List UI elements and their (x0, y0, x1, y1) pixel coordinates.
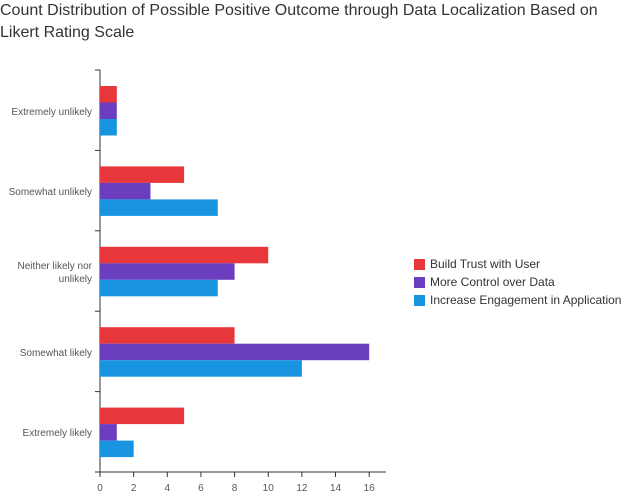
bar (100, 246, 269, 264)
bar (100, 199, 218, 216)
y-category-label: Somewhat likely (19, 347, 92, 359)
legend-label: More Control over Data (430, 275, 555, 289)
bar (100, 86, 117, 103)
bar (100, 440, 134, 458)
x-axis-ticks: 0 2 4 6 8 10 12 14 16 (97, 472, 375, 494)
bar (100, 407, 185, 425)
x-tick-label: 2 (131, 483, 137, 494)
bar (100, 360, 302, 377)
bar (100, 182, 151, 200)
x-tick-label: 14 (330, 483, 342, 494)
y-category-label: Neither likely nor unlikely (17, 261, 92, 285)
y-category-label: Somewhat unlikely (8, 187, 92, 199)
x-tick-label: 0 (97, 483, 103, 494)
legend-label: Build Trust with User (430, 257, 541, 271)
x-tick-label: 6 (198, 483, 204, 494)
bar (100, 279, 218, 297)
legend-swatch (414, 258, 425, 270)
legend-label: Increase Engagement in Application (430, 293, 622, 307)
x-tick-label: 10 (263, 483, 275, 494)
bar (100, 343, 370, 361)
bar (100, 102, 117, 119)
chart-legend: Build Trust with User More Control over D… (414, 255, 621, 309)
x-tick-label: 8 (232, 483, 238, 494)
y-category-label: Extremely likely (22, 428, 92, 440)
y-category-label: Extremely unlikely (11, 106, 92, 118)
legend-item: Increase Engagement in Application (414, 291, 621, 309)
x-tick-label: 12 (296, 483, 308, 494)
chart-title: Count Distribution of Possible Positive … (0, 2, 598, 41)
x-tick-label: 4 (165, 483, 171, 494)
legend-swatch (414, 276, 425, 288)
legend-item: Build Trust with User (414, 255, 621, 273)
bar (100, 263, 235, 280)
legend-swatch (414, 294, 425, 306)
bar (100, 119, 117, 136)
x-tick-label: 16 (364, 483, 376, 494)
bar (100, 327, 235, 344)
bar (100, 166, 185, 183)
bar (100, 424, 117, 441)
legend-item: More Control over Data (414, 273, 621, 291)
chart-bars (100, 86, 370, 458)
